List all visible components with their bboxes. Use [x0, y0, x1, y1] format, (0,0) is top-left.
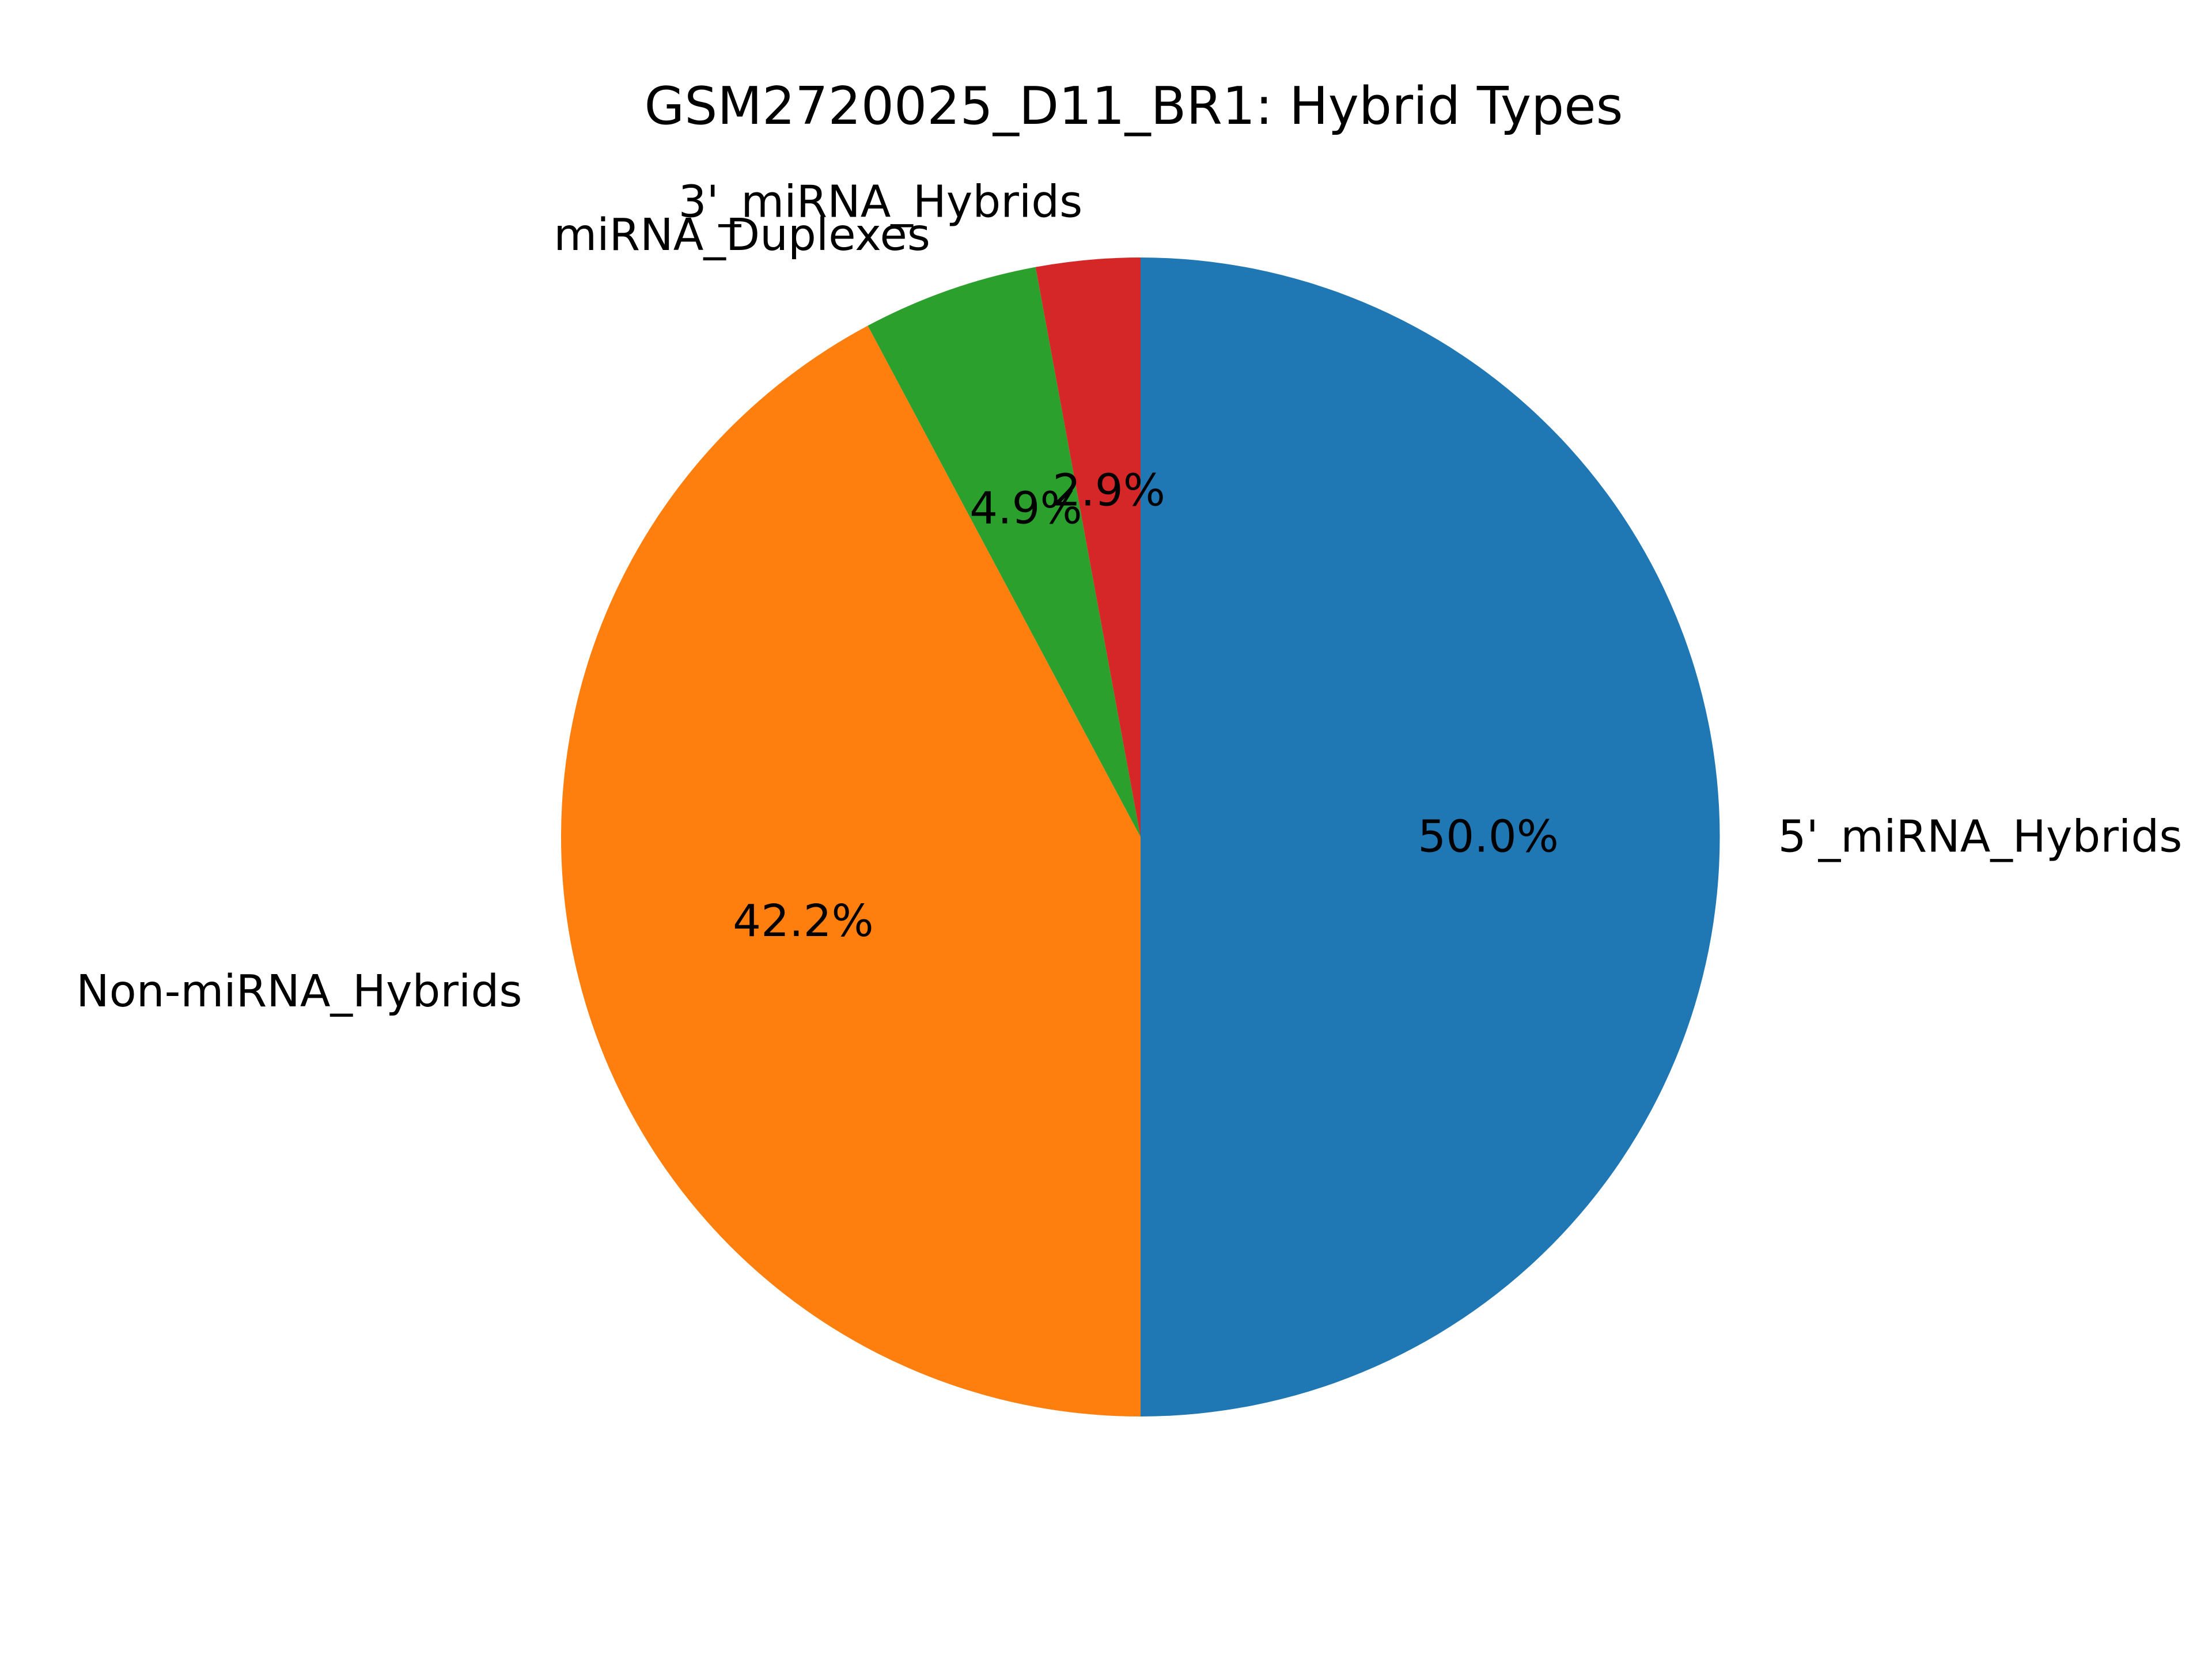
pie-pct-label-3: 2.9%	[1052, 465, 1165, 516]
pie-slices	[561, 257, 1720, 1416]
chart-title: GSM2720025_D11_BR1: Hybrid Types	[644, 76, 1623, 137]
pie-slice-0	[1141, 257, 1720, 1416]
pie-category-label-3: 3'_miRNA_Hybrids	[679, 176, 1083, 228]
pie-category-label-0: 5'_miRNA_Hybrids	[1778, 812, 2183, 863]
pie-pct-label-2: 4.9%	[969, 483, 1082, 535]
pie-category-label-2: miRNA_Duplexes	[554, 210, 930, 261]
pie-slice-3	[1035, 257, 1141, 837]
pie-labels: 50.0% 5'_miRNA_Hybrids 42.2% Non-miRNA_Hybr…	[76, 176, 2182, 1017]
pie-pct-label-1: 42.2%	[733, 896, 874, 947]
pie-category-label-1: Non-miRNA_Hybrids	[76, 966, 522, 1017]
pie-slice-2	[868, 267, 1141, 837]
pie-pct-label-0: 50.0%	[1418, 812, 1559, 863]
pie-slice-1	[561, 325, 1141, 1416]
